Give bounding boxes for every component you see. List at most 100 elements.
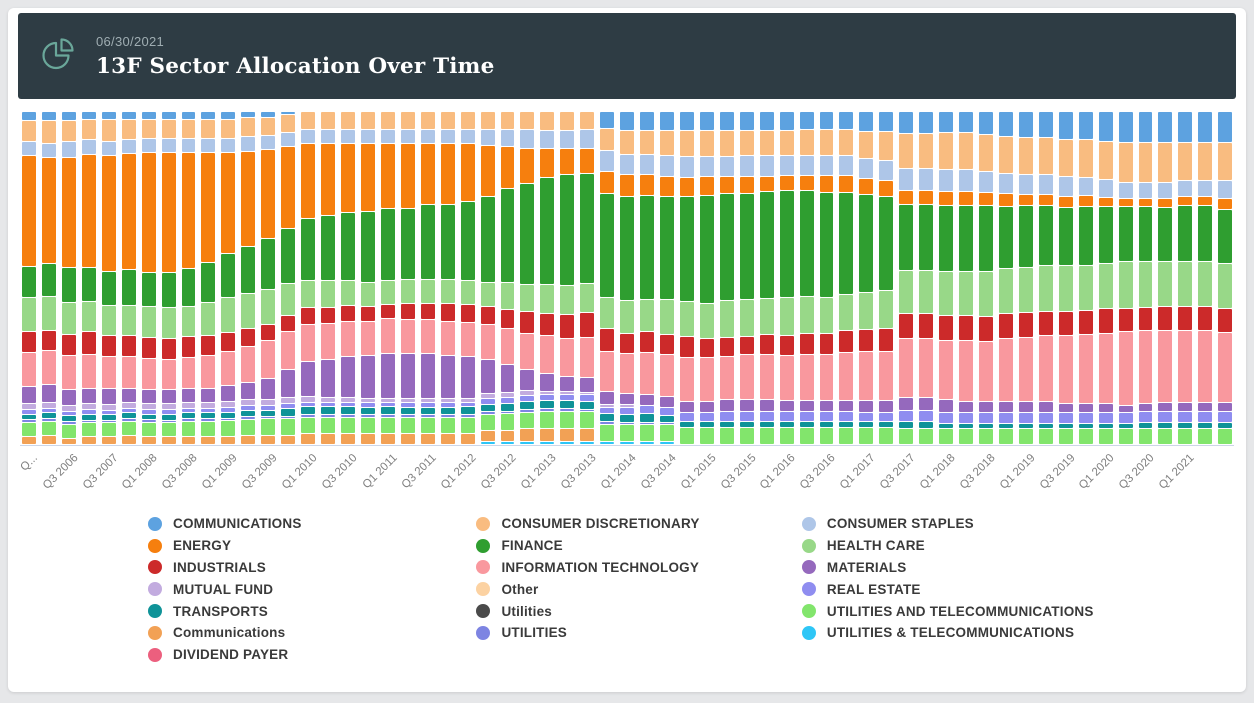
bar-segment[interactable] bbox=[480, 112, 495, 129]
legend-item[interactable]: MUTUAL FUND bbox=[148, 578, 476, 600]
stacked-bar[interactable] bbox=[360, 112, 375, 444]
bar-segment[interactable] bbox=[400, 279, 415, 304]
bar-segment[interactable] bbox=[660, 396, 674, 408]
bar-segment[interactable] bbox=[241, 346, 256, 382]
bar-segment[interactable] bbox=[580, 130, 595, 148]
stacked-bar[interactable] bbox=[719, 112, 734, 445]
bar-segment[interactable] bbox=[799, 176, 814, 191]
bar-segment[interactable] bbox=[580, 312, 595, 338]
bar-segment[interactable] bbox=[1018, 338, 1033, 401]
bar-segment[interactable] bbox=[460, 280, 475, 305]
bar-segment[interactable] bbox=[1178, 180, 1193, 196]
bar-segment[interactable] bbox=[1058, 140, 1073, 176]
bar-segment[interactable] bbox=[939, 272, 954, 316]
bar-segment[interactable] bbox=[341, 414, 355, 417]
bar-segment[interactable] bbox=[759, 400, 774, 412]
bar-segment[interactable] bbox=[101, 112, 116, 119]
bar-segment[interactable] bbox=[1158, 306, 1173, 331]
bar-segment[interactable] bbox=[759, 428, 774, 445]
bar-segment[interactable] bbox=[600, 408, 615, 414]
bar-segment[interactable] bbox=[540, 442, 555, 444]
bar-segment[interactable] bbox=[460, 433, 475, 445]
bar-segment[interactable] bbox=[839, 130, 854, 155]
stacked-bar[interactable] bbox=[1098, 112, 1113, 444]
bar-segment[interactable] bbox=[22, 156, 36, 266]
bar-segment[interactable] bbox=[201, 408, 216, 413]
bar-segment[interactable] bbox=[1158, 331, 1173, 402]
bar-segment[interactable] bbox=[859, 428, 874, 444]
bar-segment[interactable] bbox=[261, 290, 276, 324]
bar-segment[interactable] bbox=[101, 155, 116, 271]
bar-segment[interactable] bbox=[799, 334, 814, 354]
bar-segment[interactable] bbox=[679, 157, 694, 177]
bar-segment[interactable] bbox=[380, 398, 395, 403]
bar-segment[interactable] bbox=[1098, 428, 1113, 444]
bar-segment[interactable] bbox=[1138, 404, 1153, 411]
bar-segment[interactable] bbox=[560, 130, 575, 149]
bar-segment[interactable] bbox=[101, 404, 116, 410]
bar-segment[interactable] bbox=[1038, 424, 1053, 428]
bar-segment[interactable] bbox=[460, 144, 475, 202]
bar-segment[interactable] bbox=[939, 316, 954, 340]
bar-segment[interactable] bbox=[859, 422, 874, 428]
bar-segment[interactable] bbox=[919, 271, 934, 313]
bar-segment[interactable] bbox=[480, 145, 495, 197]
bar-segment[interactable] bbox=[640, 394, 654, 406]
bar-segment[interactable] bbox=[600, 171, 615, 194]
bar-segment[interactable] bbox=[759, 112, 774, 130]
stacked-bar[interactable] bbox=[679, 112, 694, 445]
bar-segment[interactable] bbox=[600, 329, 615, 351]
bar-segment[interactable] bbox=[281, 147, 296, 229]
bar-segment[interactable] bbox=[839, 352, 854, 400]
stacked-bar[interactable] bbox=[819, 112, 834, 444]
bar-segment[interactable] bbox=[679, 336, 694, 357]
bar-segment[interactable] bbox=[879, 112, 894, 131]
bar-segment[interactable] bbox=[380, 415, 395, 417]
bar-segment[interactable] bbox=[839, 192, 854, 294]
bar-segment[interactable] bbox=[380, 209, 395, 280]
bar-segment[interactable] bbox=[1138, 206, 1153, 261]
bar-segment[interactable] bbox=[979, 316, 993, 341]
bar-segment[interactable] bbox=[959, 191, 973, 206]
bar-segment[interactable] bbox=[1218, 428, 1233, 444]
bar-segment[interactable] bbox=[281, 408, 296, 416]
bar-segment[interactable] bbox=[141, 420, 156, 423]
bar-segment[interactable] bbox=[41, 413, 56, 418]
bar-segment[interactable] bbox=[121, 419, 136, 421]
bar-segment[interactable] bbox=[560, 175, 575, 285]
bar-segment[interactable] bbox=[341, 281, 355, 306]
bar-segment[interactable] bbox=[919, 411, 934, 422]
bar-segment[interactable] bbox=[879, 291, 894, 328]
bar-segment[interactable] bbox=[281, 229, 296, 284]
bar-segment[interactable] bbox=[281, 284, 296, 315]
bar-segment[interactable] bbox=[779, 421, 794, 428]
bar-segment[interactable] bbox=[61, 158, 76, 268]
bar-segment[interactable] bbox=[360, 415, 375, 417]
bar-segment[interactable] bbox=[1218, 422, 1233, 428]
bar-segment[interactable] bbox=[61, 405, 76, 411]
bar-segment[interactable] bbox=[859, 158, 874, 178]
bar-segment[interactable] bbox=[640, 175, 654, 195]
bar-segment[interactable] bbox=[959, 412, 973, 424]
bar-segment[interactable] bbox=[739, 176, 754, 193]
bar-segment[interactable] bbox=[221, 408, 236, 412]
bar-segment[interactable] bbox=[1018, 138, 1033, 175]
bar-segment[interactable] bbox=[480, 415, 495, 431]
bar-segment[interactable] bbox=[420, 205, 435, 279]
bar-segment[interactable] bbox=[61, 355, 76, 389]
bar-segment[interactable] bbox=[600, 151, 615, 171]
bar-segment[interactable] bbox=[141, 153, 156, 273]
bar-segment[interactable] bbox=[420, 279, 435, 304]
bar-segment[interactable] bbox=[301, 324, 316, 362]
bar-segment[interactable] bbox=[1078, 178, 1093, 196]
bar-segment[interactable] bbox=[440, 304, 455, 321]
stacked-bar[interactable] bbox=[1218, 112, 1233, 444]
bar-segment[interactable] bbox=[699, 421, 714, 427]
bar-segment[interactable] bbox=[660, 176, 674, 197]
bar-segment[interactable] bbox=[699, 339, 714, 357]
bar-segment[interactable] bbox=[739, 428, 754, 445]
bar-segment[interactable] bbox=[181, 337, 196, 357]
bar-segment[interactable] bbox=[460, 403, 475, 407]
bar-segment[interactable] bbox=[520, 409, 535, 412]
bar-segment[interactable] bbox=[241, 118, 256, 137]
